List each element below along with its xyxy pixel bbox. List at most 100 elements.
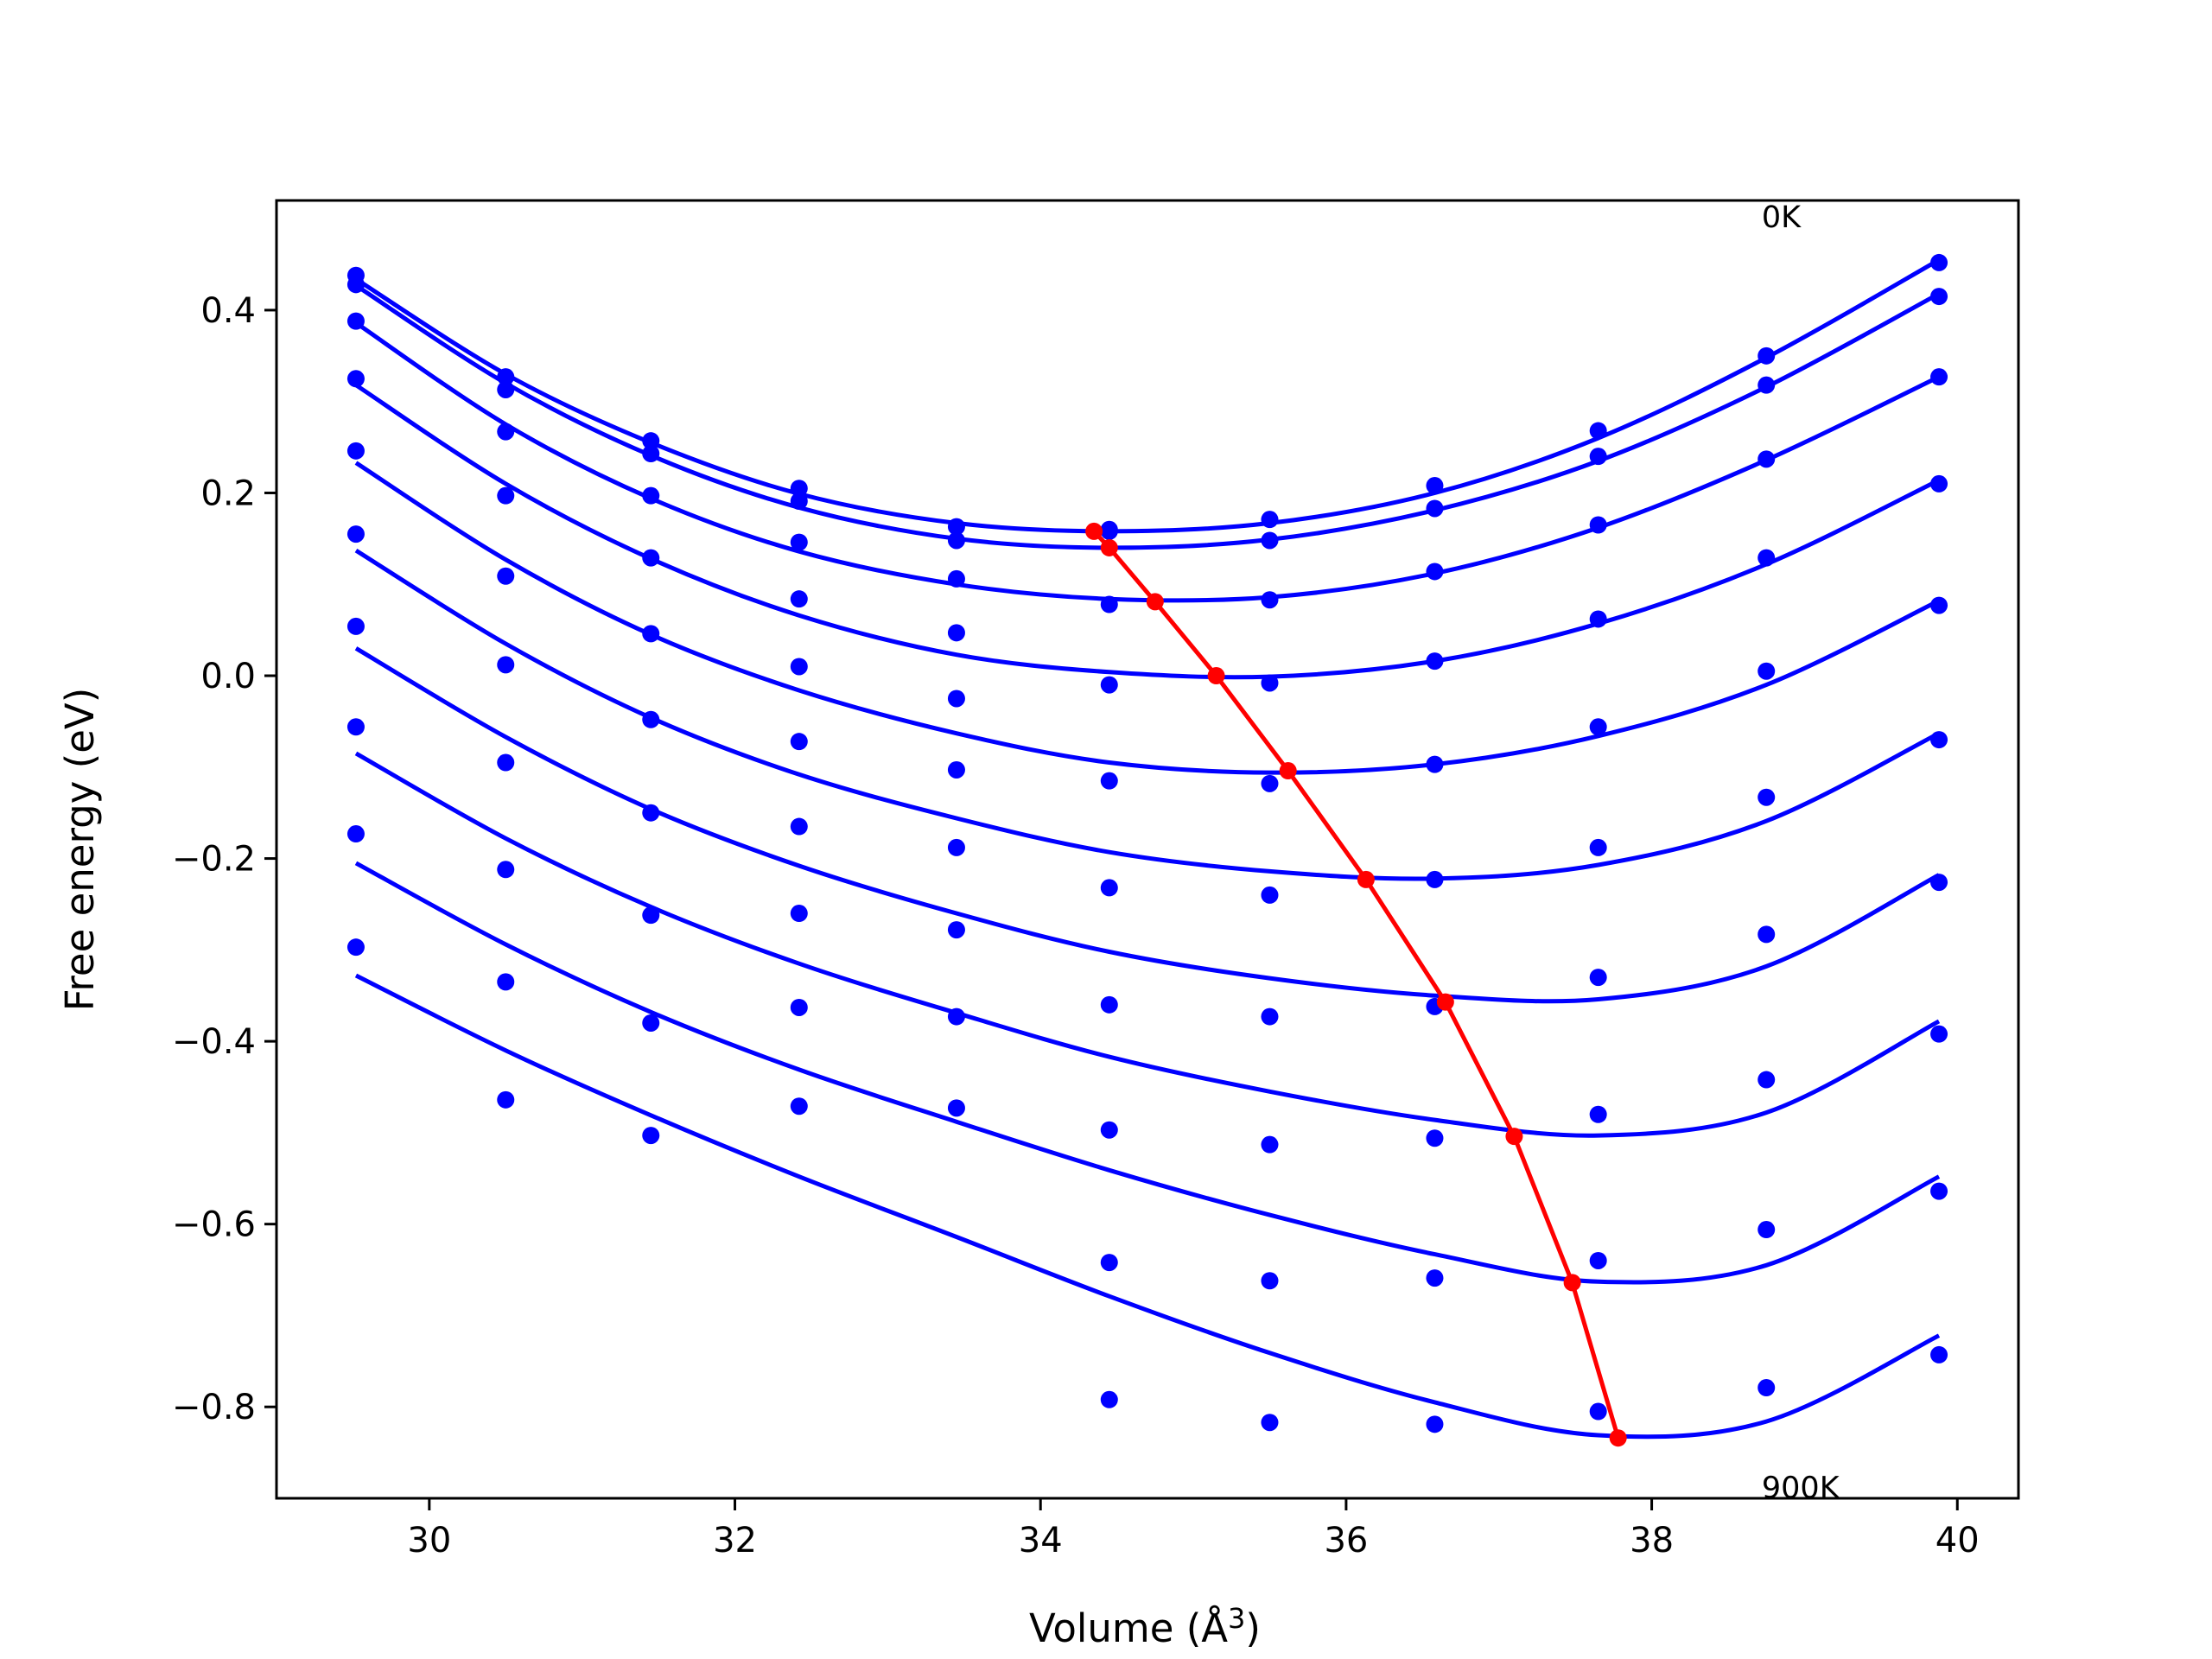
data-point xyxy=(790,1097,808,1116)
data-point xyxy=(1100,772,1118,790)
data-point xyxy=(1930,596,1948,614)
data-point xyxy=(1426,1415,1444,1433)
annotation-label: 900K xyxy=(1762,1471,1840,1505)
data-point xyxy=(1589,1251,1607,1269)
data-point xyxy=(642,710,660,728)
data-point xyxy=(947,921,965,939)
data-point xyxy=(1758,450,1776,468)
data-point xyxy=(346,617,365,635)
data-point xyxy=(1426,870,1444,888)
data-point xyxy=(1589,718,1607,736)
data-point xyxy=(1261,774,1279,792)
data-point xyxy=(1589,448,1607,466)
data-point xyxy=(1758,1379,1776,1397)
data-point xyxy=(1426,1269,1444,1287)
x-tick-label: 32 xyxy=(713,1521,757,1560)
minimum-point xyxy=(1357,870,1375,888)
data-point xyxy=(497,1090,515,1109)
data-point xyxy=(1100,676,1118,694)
annotation-label: 0K xyxy=(1762,200,1802,235)
fit-curve-0 xyxy=(354,257,1941,534)
series-0 xyxy=(346,253,1948,538)
data-point xyxy=(1589,1402,1607,1421)
data-point xyxy=(790,998,808,1016)
y-axis: 0.4 0.2 0.0 −0.2 −0.4 −0.6 −0.8 xyxy=(172,291,276,1427)
data-point xyxy=(1261,674,1279,692)
data-point xyxy=(1426,1129,1444,1147)
data-point xyxy=(346,825,365,843)
plot-content xyxy=(346,253,1948,1447)
data-point xyxy=(1930,368,1948,386)
data-point xyxy=(947,569,965,588)
data-point xyxy=(346,370,365,388)
data-point xyxy=(1100,1121,1118,1139)
data-point xyxy=(642,625,660,643)
series-9 xyxy=(346,938,1948,1440)
data-point xyxy=(1930,288,1948,306)
series-2 xyxy=(346,312,1948,613)
x-tick-label: 34 xyxy=(1019,1521,1063,1560)
fit-curve-5 xyxy=(354,548,1941,881)
data-point xyxy=(947,1099,965,1117)
y-tick-label: −0.8 xyxy=(172,1388,256,1427)
data-point xyxy=(497,973,515,991)
data-point xyxy=(497,380,515,398)
data-point xyxy=(790,733,808,751)
data-point xyxy=(790,480,808,498)
data-point xyxy=(1261,531,1279,550)
minimum-series xyxy=(1085,522,1627,1447)
x-axis-label-close: ) xyxy=(1245,1605,1261,1651)
minimum-line xyxy=(1092,530,1621,1439)
x-axis-label-superscript: 3 xyxy=(1228,1602,1245,1635)
data-point xyxy=(1100,995,1118,1014)
data-point xyxy=(1261,591,1279,609)
series-4 xyxy=(346,442,1948,792)
series-3 xyxy=(346,370,1948,694)
data-point xyxy=(1426,477,1444,495)
data-point xyxy=(1589,610,1607,628)
data-point xyxy=(642,1127,660,1145)
x-axis-label: Volume (Å3) xyxy=(1029,1602,1261,1651)
data-point xyxy=(1100,522,1118,540)
data-point xyxy=(790,905,808,923)
data-point xyxy=(1930,253,1948,271)
fit-curve-8 xyxy=(354,861,1941,1285)
plot-frame xyxy=(275,199,2020,1500)
data-point xyxy=(790,817,808,836)
data-point xyxy=(346,718,365,736)
data-point xyxy=(1426,563,1444,581)
data-point xyxy=(1758,1221,1776,1239)
data-point xyxy=(497,861,515,879)
data-point xyxy=(642,804,660,822)
data-point xyxy=(1589,1105,1607,1123)
data-point xyxy=(1426,652,1444,671)
data-point xyxy=(642,486,660,505)
fit-curve-7 xyxy=(354,751,1941,1138)
data-point xyxy=(947,624,965,642)
data-point xyxy=(1261,1414,1279,1432)
data-point xyxy=(1261,1007,1279,1026)
series-1 xyxy=(346,276,1948,550)
y-tick-label: −0.6 xyxy=(172,1205,256,1245)
y-tick-label: −0.2 xyxy=(172,840,256,880)
data-point xyxy=(1930,1345,1948,1363)
data-point xyxy=(1426,755,1444,773)
series-5 xyxy=(346,525,1948,904)
series-8 xyxy=(346,825,1948,1290)
data-point xyxy=(1758,376,1776,394)
data-point xyxy=(1758,1071,1776,1089)
data-point xyxy=(947,690,965,708)
data-point xyxy=(1261,511,1279,529)
minimum-point xyxy=(1563,1274,1581,1292)
data-point xyxy=(642,444,660,462)
data-point xyxy=(1426,499,1444,518)
data-point xyxy=(1589,969,1607,987)
data-point xyxy=(790,533,808,551)
series-7 xyxy=(346,718,1948,1154)
series-6 xyxy=(346,617,1948,1026)
data-point xyxy=(497,753,515,772)
minimum-point xyxy=(1146,593,1164,611)
x-tick-label: 40 xyxy=(1936,1521,1980,1560)
minimum-point xyxy=(1609,1429,1627,1447)
minimum-point xyxy=(1279,762,1297,780)
